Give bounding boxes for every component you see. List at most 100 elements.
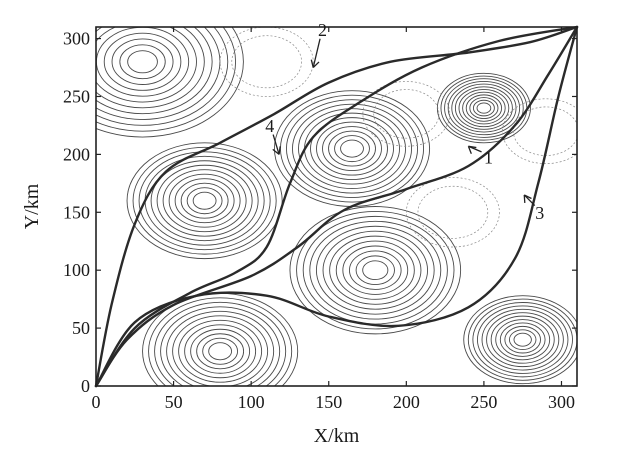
annotation-arrow-4 <box>272 134 280 155</box>
y-tick-label: 300 <box>63 29 90 49</box>
contour-ring <box>463 295 577 385</box>
contour-ring <box>184 324 257 379</box>
contour-ring <box>486 312 560 368</box>
contour-ring <box>119 44 166 80</box>
contour-ring <box>192 191 217 210</box>
contour-ring <box>499 322 546 357</box>
y-tick-label: 200 <box>63 144 90 164</box>
contour-ring <box>127 50 158 74</box>
terrain-contours <box>96 27 577 386</box>
path-annotations: 1 2 3 4 <box>265 20 544 223</box>
contour-ring <box>476 305 569 374</box>
contour-ring <box>405 177 500 248</box>
contour-ring <box>469 97 499 120</box>
contour-ring <box>289 206 462 335</box>
x-tick-label: 300 <box>548 392 575 412</box>
contour-ring <box>467 298 577 381</box>
contour-ring <box>362 260 389 281</box>
contour-ring <box>349 250 402 290</box>
path-line-3 <box>94 25 579 388</box>
contour-ring <box>96 27 197 103</box>
path-label-3: 3 <box>535 203 544 223</box>
contour-ring <box>148 297 293 386</box>
contour-hill-1 <box>96 27 244 138</box>
contour-ring <box>316 121 388 176</box>
contour-ring <box>451 83 517 133</box>
contour-ring <box>162 169 247 233</box>
contour-ring <box>96 27 205 109</box>
contour-ring <box>172 315 269 386</box>
contour-hill-4 <box>289 206 462 335</box>
annotation-arrow-2 <box>312 38 321 68</box>
x-tick-label: 150 <box>315 392 342 412</box>
contour-ring <box>335 240 415 300</box>
contour-ring <box>481 308 564 371</box>
x-tick-label: 0 <box>92 392 101 412</box>
contour-ring <box>302 215 448 325</box>
x-axis-ticks: 0 50 100 150 200 250 300 <box>92 27 575 412</box>
contour-ring <box>186 187 223 215</box>
contour-ring <box>310 117 394 181</box>
contour-ring <box>454 86 513 130</box>
path-label-4: 4 <box>265 116 274 136</box>
y-tick-label: 250 <box>63 86 90 106</box>
contour-hill-5 <box>436 72 531 144</box>
contour-ring <box>476 102 492 114</box>
plot-frame <box>95 26 578 387</box>
contour-hill-8 <box>219 27 314 97</box>
contour-ring <box>202 337 239 365</box>
y-tick-label: 150 <box>63 202 90 222</box>
x-axis-title: X/km <box>314 425 360 447</box>
contour-ring <box>340 139 364 158</box>
contour-ring <box>196 333 245 370</box>
contour-ring <box>286 99 419 198</box>
contour-ring <box>96 27 229 126</box>
contour-ring <box>154 301 287 386</box>
contour-ring <box>513 332 532 347</box>
contour-ring <box>231 35 302 89</box>
contour-ring <box>190 328 251 374</box>
contour-ring <box>315 225 435 315</box>
contour-ring <box>174 178 235 224</box>
contour-ring <box>440 75 528 141</box>
contour-ring <box>490 315 555 364</box>
contour-ring <box>322 126 382 172</box>
contour-ring <box>103 32 182 91</box>
x-tick-label: 100 <box>238 392 265 412</box>
path-line-4 <box>94 25 579 388</box>
y-tick-label: 50 <box>72 318 90 338</box>
contour-ring <box>96 27 190 97</box>
annotation-arrowhead-2 <box>310 59 320 68</box>
contour-ring <box>436 72 531 144</box>
contour-ring <box>472 302 573 378</box>
contour-ring <box>304 112 400 185</box>
x-tick-label: 250 <box>470 392 497 412</box>
contour-ring <box>292 103 413 194</box>
contour-ring <box>111 38 174 85</box>
contour-ring <box>309 220 442 320</box>
contour-ring <box>168 173 241 228</box>
contour-ring <box>180 182 229 219</box>
x-tick-label: 200 <box>393 392 420 412</box>
contour-ring <box>462 91 506 125</box>
contour-ring <box>96 27 237 132</box>
path-label-1: 1 <box>484 147 493 167</box>
contour-ring <box>296 210 455 330</box>
contour-ring <box>458 89 510 128</box>
contour-ring <box>96 27 213 115</box>
annotation-arrowhead-1 <box>467 145 477 155</box>
contour-ring <box>355 255 395 285</box>
contour-ring <box>504 325 541 354</box>
contour-ring <box>150 160 259 242</box>
annotation-arrow-3 <box>523 194 536 207</box>
contour-ring <box>96 27 244 138</box>
annotation-arrowhead-4 <box>272 146 281 155</box>
path-line-2 <box>94 25 579 388</box>
contour-hill-2 <box>126 142 283 260</box>
contour-ring <box>472 99 495 117</box>
contour-hill-7 <box>463 295 577 385</box>
contour-ring <box>178 319 263 383</box>
contour-ring <box>208 342 233 361</box>
contour-ring <box>362 81 451 147</box>
contour-ring <box>279 94 425 203</box>
